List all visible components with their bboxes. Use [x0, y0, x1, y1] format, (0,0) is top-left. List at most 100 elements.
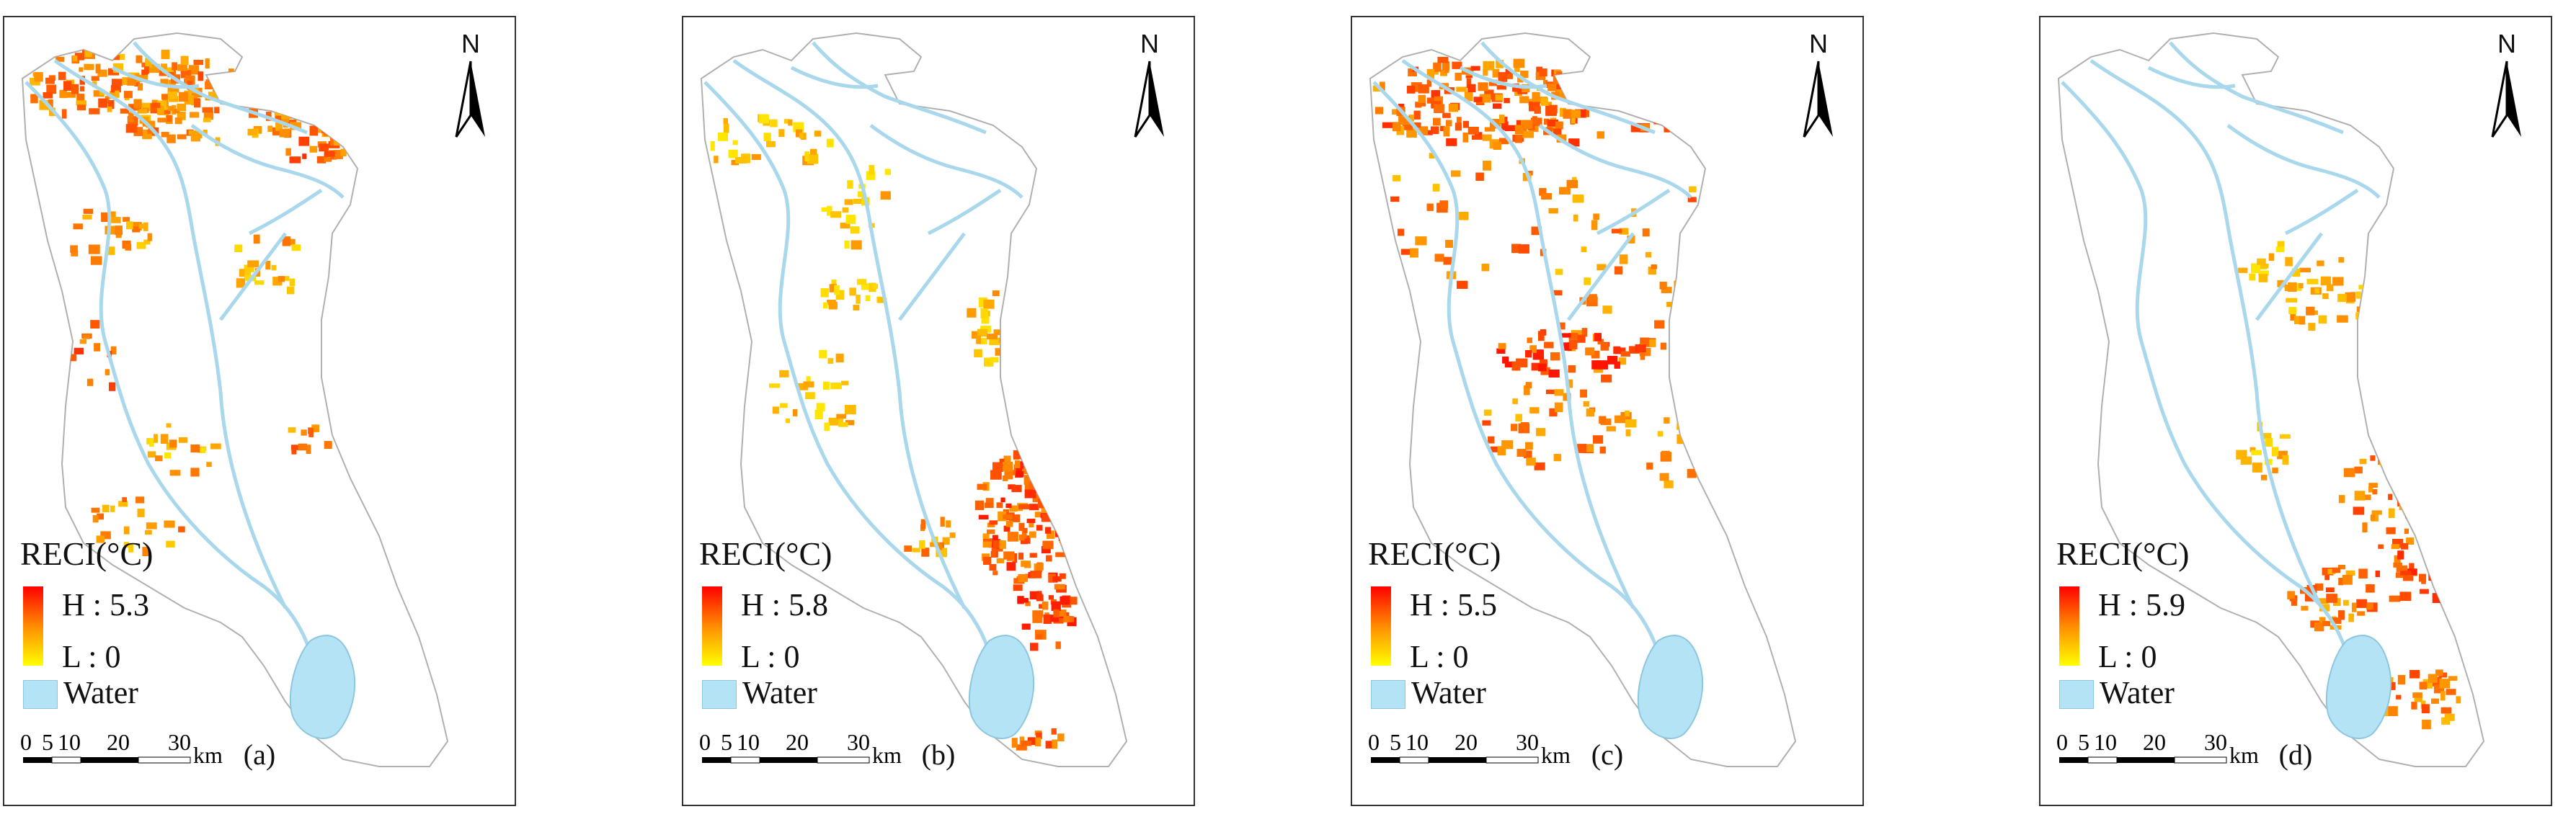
map-d — [2057, 32, 2511, 767]
reci-cell — [279, 129, 290, 138]
reci-cell — [2445, 566, 2456, 575]
reci-cell — [134, 78, 140, 86]
water-label: Water — [63, 675, 138, 710]
reci-cell — [1406, 85, 1416, 94]
reci-cell — [2373, 274, 2381, 281]
reci-cell — [974, 349, 982, 357]
north-arrow: N — [1124, 29, 1175, 144]
reci-cell — [1023, 563, 1031, 568]
reci-cell — [2292, 268, 2301, 277]
reci-cell — [143, 222, 148, 231]
reci-cell — [2368, 486, 2373, 493]
scale-tick: 5 — [42, 729, 53, 755]
reci-cell — [203, 117, 211, 122]
reci-cell — [1694, 97, 1705, 105]
reci-cell — [2415, 479, 2425, 488]
reci-cell — [162, 110, 171, 115]
reci-cell — [1446, 138, 1457, 146]
reci-cell — [138, 223, 146, 229]
reci-cell — [309, 146, 318, 153]
reci-cell — [803, 381, 814, 388]
river — [2169, 41, 2344, 135]
reci-cell — [1057, 733, 1065, 741]
reci-cell — [1683, 288, 1695, 297]
reci-cell — [249, 97, 259, 107]
reci-cell — [834, 285, 840, 295]
reci-cell — [1032, 493, 1044, 503]
reci-cell — [1426, 97, 1437, 104]
reci-cell — [306, 444, 311, 455]
reci-cell — [838, 422, 848, 427]
reci-cell — [1064, 502, 1074, 511]
reci-cell — [1467, 127, 1479, 135]
reci-cell — [1635, 344, 1646, 353]
reci-cell — [1702, 111, 1707, 118]
reci-cell — [1694, 97, 1705, 105]
reci-cell — [1610, 80, 1619, 89]
reci-cell — [43, 92, 53, 99]
reci-cell — [1710, 227, 1719, 236]
reci-cell — [1473, 97, 1483, 102]
reci-cell — [101, 212, 110, 222]
reci-cell — [828, 417, 840, 426]
reci-cell — [322, 112, 332, 117]
reci-cell — [1524, 450, 1532, 459]
reci-cell — [1042, 457, 1049, 463]
reci-cell — [1445, 240, 1453, 248]
reci-cell — [291, 448, 297, 455]
reci-cell — [1591, 220, 1598, 231]
reci-cell — [2505, 640, 2511, 649]
reci-cell — [136, 241, 146, 249]
reci-cell — [1534, 106, 1541, 114]
reci-cell — [2332, 567, 2340, 573]
reci-cell — [1598, 88, 1607, 99]
scale-unit: km — [872, 742, 902, 768]
reci-cell — [1426, 203, 1434, 211]
reci-cell — [1617, 69, 1622, 79]
reci-cell — [1743, 177, 1749, 184]
reci-cell — [1413, 110, 1421, 120]
reci-cell — [1057, 522, 1065, 528]
lake — [289, 635, 356, 739]
reci-cell — [2291, 598, 2297, 606]
reci-cell — [2301, 606, 2309, 611]
scale-tick: 10 — [2094, 729, 2117, 755]
legend-title: RECI(°C) — [699, 535, 832, 572]
scale-tick: 20 — [1454, 729, 1478, 755]
reci-cell — [1415, 236, 1427, 246]
reci-cell — [1586, 78, 1596, 83]
reci-cell — [1019, 736, 1025, 745]
reci-cell — [58, 71, 66, 81]
reci-cell — [2481, 360, 2484, 371]
reci-cell — [1470, 642, 1478, 651]
reci-cell — [1055, 641, 1061, 649]
reci-cell — [137, 109, 147, 114]
reci-cell — [1036, 456, 1047, 465]
reci-cell — [2338, 578, 2344, 586]
reci-cell — [993, 329, 1001, 336]
reci-cell — [1446, 120, 1452, 127]
reci-cell — [1617, 69, 1622, 79]
reci-cell — [1620, 351, 1630, 357]
reci-cell — [173, 109, 180, 114]
reci-cell — [2288, 282, 2297, 292]
reci-cell — [1563, 87, 1573, 94]
reci-cell — [1011, 738, 1018, 748]
reci-cell — [2362, 522, 2368, 532]
reci-cell — [1700, 95, 1705, 102]
reci-cell — [2440, 565, 2452, 570]
reci-cell — [1003, 348, 1012, 354]
reci-cell — [2447, 365, 2456, 374]
reci-cell — [989, 337, 1000, 346]
reci-cell — [714, 156, 719, 164]
reci-cell — [1495, 94, 1504, 101]
reci-cell — [308, 428, 314, 437]
reci-cell — [1744, 185, 1753, 194]
reci-cell — [2463, 352, 2471, 360]
reci-cell — [1464, 91, 1473, 102]
reci-cell — [1640, 87, 1646, 93]
reci-cell — [1538, 363, 1547, 372]
reci-cell — [1027, 737, 1036, 746]
region-outline — [2057, 32, 2485, 767]
reci-cell — [2260, 475, 2268, 481]
